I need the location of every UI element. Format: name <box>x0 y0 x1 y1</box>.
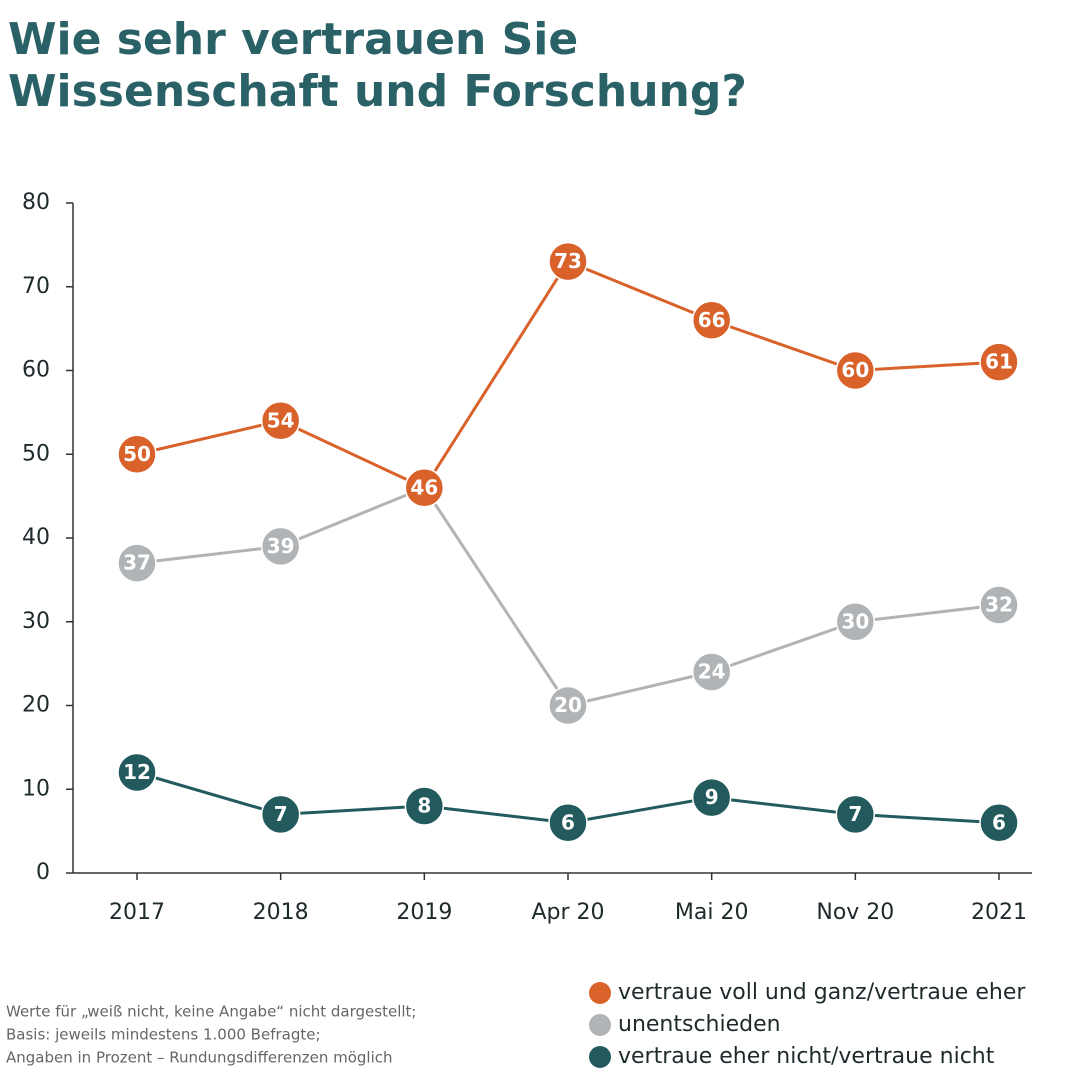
point <box>979 803 1019 843</box>
chart-title: Wissenschaft und Forschung? <box>8 66 747 117</box>
point <box>835 794 876 835</box>
legend-marker <box>589 1046 611 1068</box>
data-label: 24 <box>698 660 726 684</box>
legend-marker <box>589 1014 611 1036</box>
legend-label: vertraue eher nicht/vertraue nicht <box>618 1044 995 1069</box>
data-label: 30 <box>841 609 869 633</box>
data-label: 20 <box>554 693 582 717</box>
point <box>260 526 301 567</box>
point <box>117 752 157 793</box>
point <box>117 543 157 583</box>
y-tick-label: 10 <box>22 776 50 801</box>
footnote: Angaben in Prozent – Rundungsdifferenzen… <box>6 1049 393 1067</box>
x-tick-label: 2021 <box>971 900 1027 925</box>
series-line <box>136 485 1000 708</box>
data-label: 7 <box>274 802 288 826</box>
point <box>548 685 588 726</box>
legend-label: unentschieden <box>618 1012 781 1037</box>
data-label: 12 <box>123 760 151 784</box>
x-tick-label: Nov 20 <box>816 900 894 925</box>
point <box>835 350 876 391</box>
point <box>548 241 588 282</box>
data-label: 60 <box>841 358 869 382</box>
y-tick-label: 60 <box>22 358 50 383</box>
point <box>404 786 445 826</box>
data-label: 73 <box>554 249 582 273</box>
point <box>691 300 732 340</box>
point <box>979 585 1019 625</box>
data-label: 6 <box>992 810 1006 834</box>
point <box>404 468 445 508</box>
legend-marker <box>589 982 611 1004</box>
y-tick-label: 0 <box>36 860 50 885</box>
chart-title: Wie sehr vertrauen Sie <box>8 14 578 65</box>
legend-label: vertraue voll und ganz/vertraue eher <box>618 980 1026 1005</box>
x-tick-label: 2019 <box>396 900 452 925</box>
point <box>691 652 732 692</box>
data-label: 32 <box>985 593 1013 617</box>
data-label: 7 <box>848 802 862 826</box>
point <box>260 794 301 835</box>
x-tick-label: 2017 <box>109 900 165 925</box>
footnote: Werte für „weiß nicht, keine Angabe“ nic… <box>6 1003 416 1021</box>
data-label: 37 <box>123 551 151 575</box>
point <box>260 401 301 441</box>
data-label: 8 <box>417 794 431 818</box>
y-tick-label: 30 <box>22 609 50 634</box>
y-tick-label: 40 <box>22 525 50 550</box>
x-tick-label: 2018 <box>253 900 309 925</box>
y-tick-label: 80 <box>22 190 50 215</box>
data-label: 54 <box>267 408 295 432</box>
x-tick-label: Apr 20 <box>531 900 604 925</box>
x-tick-label: Mai 20 <box>675 900 749 925</box>
footnote: Basis: jeweils mindestens 1.000 Befragte… <box>6 1026 321 1044</box>
data-label: 46 <box>410 475 438 499</box>
y-tick-label: 50 <box>22 441 50 466</box>
data-label: 39 <box>267 534 295 558</box>
y-tick-label: 20 <box>22 693 50 718</box>
y-tick-label: 70 <box>22 274 50 299</box>
data-label: 66 <box>698 308 726 332</box>
point <box>979 342 1019 382</box>
data-label: 61 <box>985 350 1013 374</box>
point <box>691 777 732 818</box>
point <box>117 434 157 474</box>
data-label: 6 <box>561 810 575 834</box>
data-label: 50 <box>123 442 151 466</box>
point <box>548 803 588 843</box>
data-label: 9 <box>705 785 719 809</box>
point <box>835 602 876 642</box>
